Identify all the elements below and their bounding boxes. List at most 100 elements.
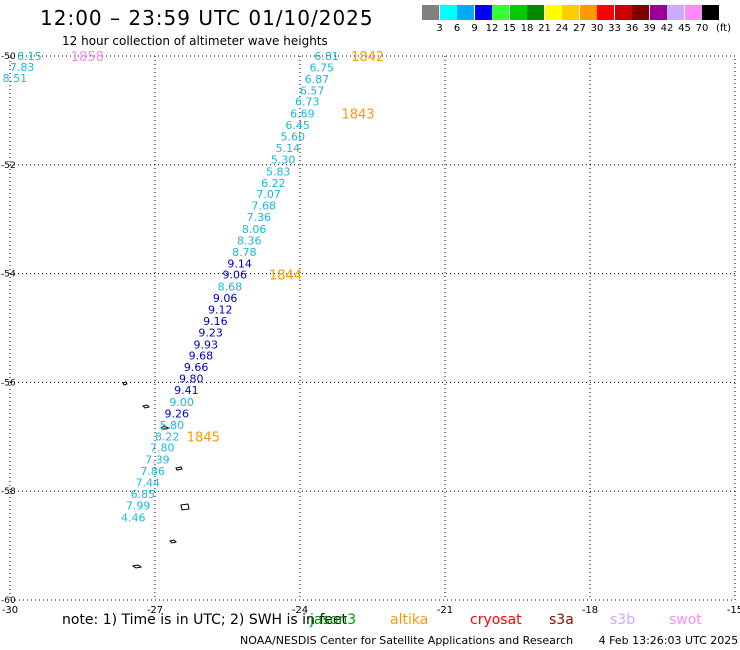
wave-height-label: 5.60	[281, 131, 306, 144]
wave-height-label: 8.51	[3, 72, 28, 85]
wave-height-label: 8.36	[237, 234, 262, 247]
legend-swatch	[649, 5, 667, 20]
legend-swatch	[492, 5, 509, 20]
map-title: 12:00 – 23:59 UTC 01/10/2025	[40, 6, 374, 30]
legend-swatch	[579, 5, 597, 20]
lat-lon-grid	[9, 55, 736, 601]
wave-height-label: 6.22	[261, 177, 286, 190]
axis-tick-labels: -30 -27 -24 -21 -18 -15 -50 -52 -54 -56 -58 -60	[1, 52, 740, 616]
footer-note: note: 1) Time is in UTC; 2) SWH is in fe…	[62, 612, 702, 628]
wave-height-label: 9.00	[169, 396, 194, 409]
satellite-legend-swot: swot	[669, 612, 702, 628]
credit-line: NOAA/NESDIS Center for Satellite Applica…	[240, 634, 738, 647]
wave-height-label: 5.80	[160, 419, 185, 432]
lat-tick-label: -56	[1, 378, 16, 388]
lon-tick-label: -21	[437, 605, 453, 616]
legend-tick-label: 21	[538, 23, 551, 34]
legend-swatch	[684, 5, 702, 20]
wave-height-label: 9.06	[213, 292, 238, 305]
wave-height-label: 6.73	[295, 96, 320, 109]
legend-swatch	[667, 5, 684, 20]
legend-tick-label: 9	[471, 23, 478, 34]
wave-height-label: 5.14	[276, 142, 301, 155]
lon-tick-label: -27	[147, 605, 163, 616]
wave-height-label: 6.75	[310, 61, 335, 74]
wave-height-label: 9.66	[184, 361, 209, 374]
pass-time-label: 1845	[187, 430, 220, 445]
legend-tick-label: 6	[453, 23, 461, 34]
wave-height-label: 6.81	[314, 50, 339, 63]
island-outline	[175, 466, 183, 471]
wave-height-label: 7.86	[140, 465, 165, 478]
legend-swatch	[544, 5, 562, 20]
pass-time-label: 1844	[269, 269, 302, 284]
legend-swatch	[527, 5, 544, 20]
wave-height-label: 9.23	[198, 326, 223, 339]
wave-height-label: 9.93	[194, 338, 219, 351]
island-outline	[122, 381, 128, 386]
lon-tick-label: -18	[582, 605, 598, 616]
wave-height-label: 8.68	[218, 281, 243, 294]
legend-tick-label: 36	[625, 23, 639, 34]
satellite-legend-jason3: jason3	[310, 612, 357, 628]
wave-height-label: 7.39	[145, 454, 170, 467]
wave-height-label: 7.68	[252, 200, 277, 213]
wave-height-label: 9.06	[223, 269, 248, 282]
wave-height-label: 9.68	[189, 350, 214, 363]
legend-tick-label: 70	[695, 23, 709, 34]
lat-tick-label: -50	[1, 52, 16, 62]
note-text: note: 1) Time is in UTC; 2) SWH is in fe…	[62, 612, 348, 628]
satellite-legend-s3a: s3a	[549, 612, 574, 628]
wave-height-label: 7.07	[256, 188, 281, 201]
island-outline	[169, 539, 177, 544]
wave-height-label: 9.80	[179, 373, 204, 386]
satellite-legend-altika: altika	[390, 612, 429, 628]
map-frame	[9, 55, 736, 601]
wave-height-labels: 6.816.756.876.576.736.696.455.605.145.30…	[3, 50, 339, 524]
wave-height-label: 6.45	[285, 119, 310, 132]
lat-tick-label: -60	[1, 596, 16, 606]
wave-height-label: 6.85	[131, 488, 156, 501]
wave-height-label: 5.30	[271, 153, 296, 166]
legend-tick-label: 30	[590, 23, 604, 34]
legend-swatch	[422, 5, 439, 20]
wave-height-label: 9.16	[203, 315, 228, 328]
wave-height-label: 8.15	[17, 50, 42, 63]
wave-height-label: 8.06	[242, 223, 267, 236]
credit-org: NOAA/NESDIS Center for Satellite Applica…	[240, 634, 574, 647]
legend-tick-label: 18	[520, 23, 534, 34]
wave-height-label: 7.99	[126, 499, 151, 512]
lon-tick-label: -30	[2, 605, 18, 616]
wave-height-label: 9.12	[208, 304, 233, 317]
lat-tick-label: -58	[1, 487, 16, 497]
wave-height-label: 9.26	[165, 407, 190, 420]
lon-tick-label: -15	[727, 605, 740, 616]
wave-height-label: 6.69	[290, 108, 315, 121]
legend-unit: (ft)	[715, 23, 732, 34]
island-outline	[180, 503, 190, 511]
legend-tick-label: 45	[678, 23, 691, 34]
map-subtitle: 12 hour collection of altimeter wave hei…	[62, 34, 328, 48]
legend-tick-label: 3	[436, 23, 443, 34]
legend-swatch	[614, 5, 632, 20]
island-outlines	[122, 381, 190, 569]
wave-height-label: 5.83	[266, 165, 291, 178]
lat-tick-label: -54	[1, 270, 16, 280]
island-outline	[160, 425, 171, 430]
legend-swatch	[509, 5, 527, 20]
wave-height-label: 8.22	[155, 430, 180, 443]
legend-tick-label: 15	[503, 23, 516, 34]
pass-time-label: 1842	[351, 50, 384, 65]
legend-tick-label: 24	[555, 23, 569, 34]
wave-height-label: 7.36	[247, 211, 272, 224]
pass-time-labels: 1842 1843 1844 1845 1858	[71, 50, 384, 445]
lon-tick-label: -24	[292, 605, 308, 616]
legend-tick-label: 39	[643, 23, 656, 34]
credit-timestamp: 4 Feb 13:26:03 UTC 2025	[598, 634, 739, 647]
legend-tick-label: 27	[573, 23, 586, 34]
wave-height-label: 7.80	[150, 442, 175, 455]
satellite-legend-s3b: s3b	[610, 612, 636, 628]
legend-swatch	[439, 5, 457, 20]
wave-height-label: 8.78	[232, 246, 257, 259]
